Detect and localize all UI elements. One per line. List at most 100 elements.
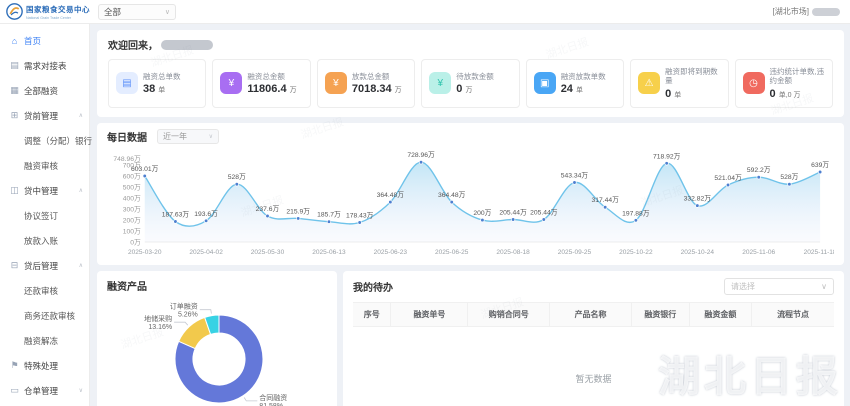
- welcome-greeting: 欢迎回来，: [108, 41, 158, 52]
- svg-text:205.44万: 205.44万: [499, 208, 527, 216]
- sidebar-item-label: 放款入账: [24, 235, 59, 246]
- todo-column-header-1: 融资单号: [391, 302, 469, 326]
- svg-text:237.6万: 237.6万: [256, 205, 280, 213]
- svg-text:543.34万: 543.34万: [561, 171, 589, 179]
- sidebar-item-label: 贷前管理: [24, 110, 59, 121]
- logo-subtitle: National Grain Trade Center: [26, 14, 72, 20]
- stat-label: 违约统计单数,违约金额: [769, 67, 825, 86]
- stat-card-3: ¥ 待放款金额 0 万: [421, 59, 520, 108]
- date-range-select[interactable]: 近一年 ∨: [157, 128, 219, 144]
- sidebar-item-label: 贷后管理: [24, 260, 59, 271]
- stat-value: 38 单: [143, 83, 166, 96]
- todo-panel: 我的待办 请选择 ∨ 序号 融资单号 购销合同号 产品名称 融资银行 融资金额 流程节点 暂…: [343, 270, 844, 406]
- svg-text:197.88万: 197.88万: [622, 209, 650, 217]
- stat-card-6: ◷ 违约统计单数,违约金额 0 单,0 万: [734, 59, 833, 108]
- sidebar-item-1[interactable]: ▤ 需求对接表: [0, 53, 89, 78]
- svg-text:600万: 600万: [123, 172, 141, 180]
- receipt-icon: ▣: [533, 72, 556, 95]
- todo-column-header-6: 流程节点: [777, 309, 810, 319]
- stat-value: 0 单: [665, 87, 682, 100]
- sidebar-item-3[interactable]: ⊞ 贷前管理 ∧: [0, 103, 89, 128]
- sidebar-item-label: 需求对接表: [24, 60, 67, 71]
- todo-column-header-0: 序号: [353, 302, 392, 326]
- top-header: 国家粮食交易中心 National Grain Trade Center 全部 …: [0, 0, 850, 24]
- todo-table-header: 序号 融资单号 购销合同号 产品名称 融资银行 融资金额 流程节点: [353, 301, 834, 327]
- stat-value: 11806.4 万: [247, 83, 297, 96]
- svg-text:地储采购: 地储采购: [144, 314, 172, 323]
- grain-center-logo-icon: [6, 3, 23, 20]
- svg-text:2025-11-18: 2025-11-18: [804, 249, 834, 256]
- daily-line-chart: 0万 100万 200万 300万 400万 500万 600万 700万 748.96万 603…: [107, 144, 837, 263]
- date-range-value: 近一年: [163, 131, 187, 141]
- todo-column-header-4: 融资银行: [632, 302, 690, 326]
- todo-table-empty-area: 暂无数据: [353, 327, 834, 406]
- stat-card-1: ¥ 融资总金额 11806.4 万: [212, 59, 311, 108]
- sidebar-item-4[interactable]: 调整（分配）银行: [0, 128, 92, 153]
- sidebar-item-6[interactable]: ◫ 贷中管理 ∧: [0, 178, 89, 203]
- todo-column-header-5: 融资金额: [690, 302, 753, 326]
- svg-text:317.44万: 317.44万: [591, 196, 619, 204]
- svg-text:528万: 528万: [228, 173, 246, 181]
- stat-value: 0 单,0 万: [769, 87, 801, 100]
- sidebar-item-13[interactable]: ⚑ 特殊处理: [0, 353, 89, 378]
- stat-card-0: ▤ 融资总单数 38 单: [108, 59, 207, 108]
- main-content: 欢迎回来， ▤ 融资总单数 38 单 ¥ 融资总金额 11806.4 万 ¥ 放…: [90, 24, 850, 406]
- stat-value: 0 万: [456, 83, 473, 96]
- document-icon: ▤: [116, 72, 138, 95]
- coin-icon: ¥: [324, 72, 347, 95]
- stat-label: 融资总单数: [143, 71, 181, 81]
- sidebar-nav: ⌂ 首页 ▤ 需求对接表 ▦ 全部融资 ⊞ 贷前管理 ∧ 调整（分配）银行融资审核 ◫ 贷中管理 ∧ 协议…: [0, 24, 92, 406]
- svg-text:300万: 300万: [123, 205, 141, 213]
- sidebar-item-label: 仓单管理: [24, 385, 59, 396]
- sidebar-item-label: 贷中管理: [24, 185, 59, 196]
- empty-state-text: 暂无数据: [575, 374, 612, 385]
- post-loan-icon: ⊟: [10, 260, 19, 270]
- sidebar-item-0[interactable]: ⌂ 首页: [0, 28, 89, 53]
- market-filter-value: 全部: [104, 6, 122, 17]
- sidebar-item-label: 首页: [24, 35, 42, 46]
- chevron-down-icon: ∨: [821, 281, 827, 291]
- stat-label: 放款总金额: [351, 71, 390, 81]
- todo-filter-placeholder: 请选择: [731, 281, 755, 291]
- todo-column-header-2: 购销合同号: [468, 302, 551, 326]
- sidebar-item-label: 还款审核: [24, 285, 59, 296]
- money-icon: ¥: [220, 72, 243, 95]
- svg-text:178.43万: 178.43万: [346, 211, 374, 219]
- all-financing-icon: ▦: [10, 85, 19, 95]
- sidebar-item-14[interactable]: ▭ 仓单管理 ∨: [0, 378, 89, 403]
- sidebar-item-9[interactable]: ⊟ 贷后管理 ∧: [0, 253, 89, 278]
- sidebar-item-11[interactable]: 商务还款审核: [0, 303, 89, 328]
- username-redacted[interactable]: [812, 7, 840, 16]
- home-icon: ⌂: [11, 35, 18, 46]
- stat-label: 融资放款单数: [560, 71, 606, 81]
- sidebar-item-10[interactable]: 还款审核: [0, 278, 89, 303]
- financing-products-title: 融资产品: [107, 281, 147, 293]
- sidebar-item-12[interactable]: 融资解冻: [0, 328, 89, 353]
- clock-icon: ◷: [742, 72, 765, 95]
- sidebar-item-5[interactable]: 融资审核: [0, 153, 89, 178]
- sidebar-item-2[interactable]: ▦ 全部融资: [0, 78, 89, 103]
- market-filter-select[interactable]: 全部 ∨: [98, 3, 176, 20]
- svg-text:748.96万: 748.96万: [113, 155, 141, 163]
- chevron-down-icon: ∨: [164, 8, 170, 16]
- sidebar-item-label: 融资审核: [24, 160, 59, 171]
- svg-text:200万: 200万: [123, 216, 141, 224]
- svg-text:500万: 500万: [123, 183, 141, 191]
- sidebar-item-label: 全部融资: [24, 85, 59, 96]
- sidebar-item-7[interactable]: 协议签订: [0, 203, 89, 228]
- user-market-label: [湖北市场]: [772, 7, 809, 16]
- sidebar-item-8[interactable]: 放款入账: [0, 228, 89, 253]
- svg-text:2025-10-22: 2025-10-22: [619, 249, 653, 256]
- svg-text:2025-05-30: 2025-05-30: [251, 249, 285, 256]
- welcome-panel: 欢迎回来， ▤ 融资总单数 38 单 ¥ 融资总金额 11806.4 万 ¥ 放…: [97, 30, 844, 117]
- todo-filter-select[interactable]: 请选择 ∨: [724, 277, 834, 295]
- special-handling-icon: ⚑: [10, 360, 19, 370]
- demand-table-icon: ▤: [10, 60, 19, 70]
- stat-value: 7018.34 万: [351, 83, 402, 96]
- svg-text:2025-03-20: 2025-03-20: [128, 249, 162, 256]
- svg-text:364.48万: 364.48万: [377, 191, 405, 199]
- svg-text:521.04万: 521.04万: [714, 174, 742, 182]
